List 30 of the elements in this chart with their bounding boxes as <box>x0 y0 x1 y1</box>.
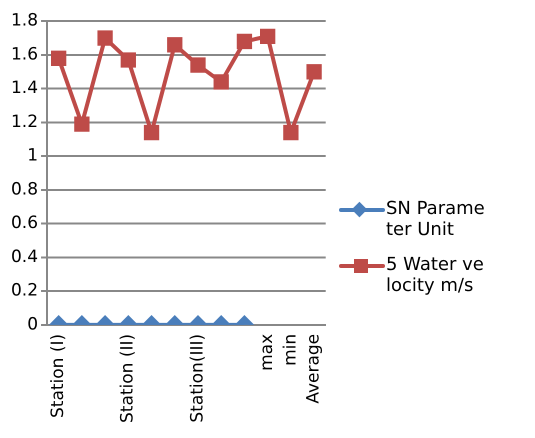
point <box>74 116 90 132</box>
y-tick-label: 0.8 <box>10 179 38 200</box>
point <box>283 124 299 140</box>
point <box>120 52 136 68</box>
y-tick-label: 1.4 <box>10 78 38 98</box>
y-tick-label: 1 <box>27 146 38 166</box>
point <box>167 37 182 52</box>
y-tick-label: 1.6 <box>10 44 38 64</box>
y-tick-label: 1.8 <box>10 10 38 31</box>
point <box>236 34 252 50</box>
x-tick-label: Average <box>304 334 324 404</box>
point <box>97 30 113 46</box>
point <box>190 57 206 73</box>
x-tick-label: Station(III) <box>187 334 208 423</box>
point <box>144 124 160 140</box>
point <box>260 28 276 44</box>
point <box>50 50 66 66</box>
x-tick-label: Station (II) <box>118 334 138 424</box>
x-tick-label: min <box>280 334 300 366</box>
y-tick-label: 1.2 <box>10 112 38 132</box>
y-tick-label: 0.2 <box>10 280 38 301</box>
x-tick-label: max <box>257 334 278 371</box>
y-tick-label: 0.4 <box>10 246 38 267</box>
y-tick-label: 0 <box>27 314 38 334</box>
x-tick-label: Station (I) <box>48 334 68 418</box>
legend-label: 5 Water velocity m/s <box>386 254 485 296</box>
point <box>306 64 322 80</box>
legend-label: SN Parameter Unit <box>386 198 486 240</box>
point <box>214 74 229 90</box>
y-tick-label: 0.6 <box>10 213 38 234</box>
